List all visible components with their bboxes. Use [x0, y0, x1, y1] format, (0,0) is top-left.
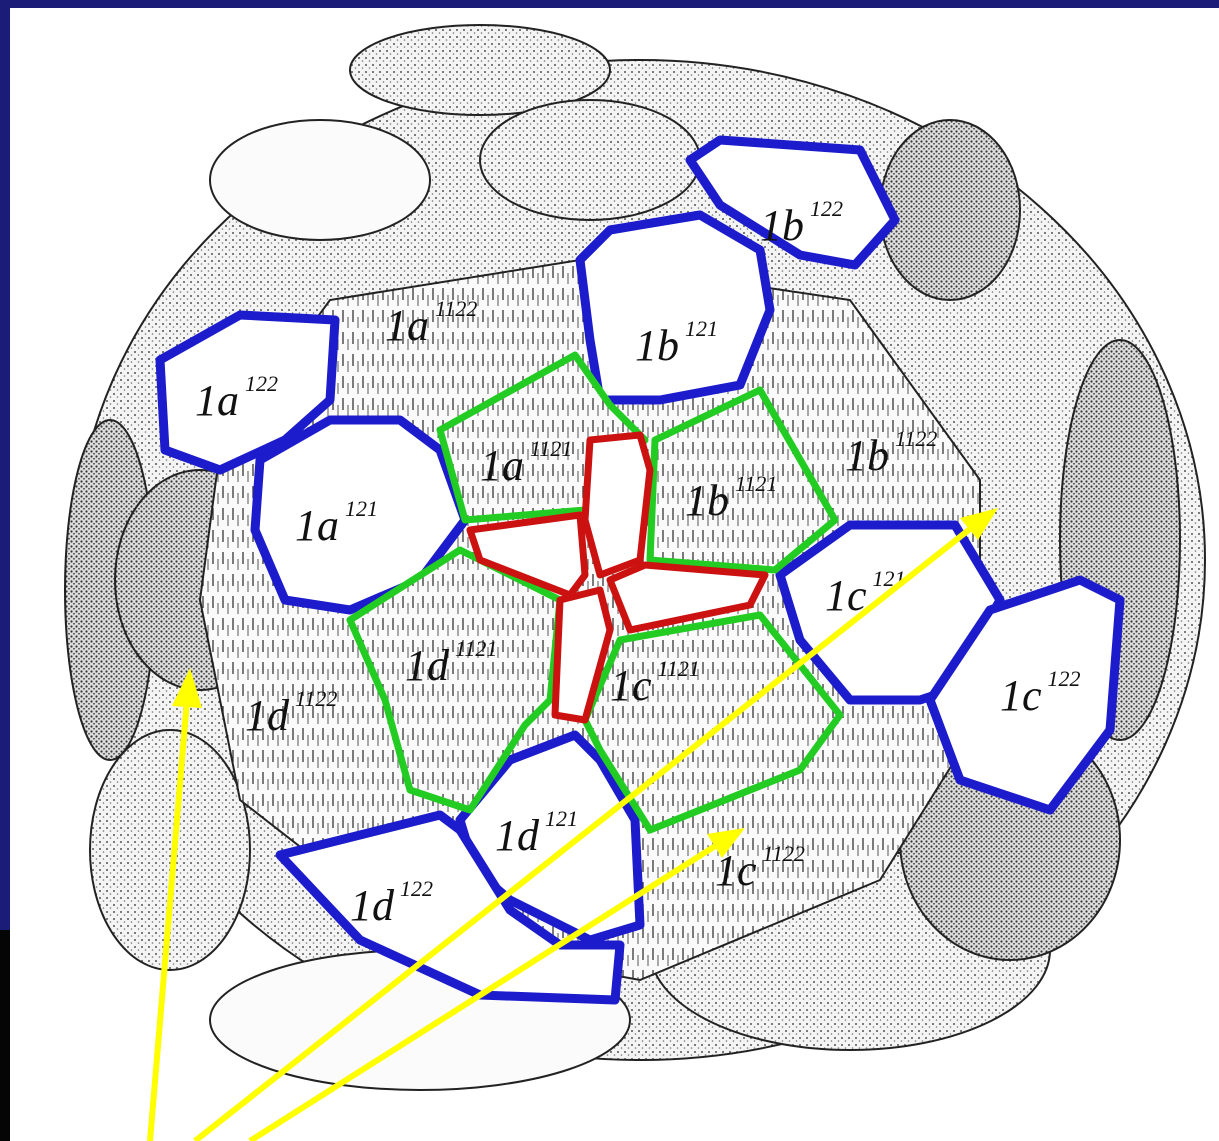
- cell-label: 1c 121: [825, 566, 906, 620]
- cell-name: 1b: [635, 321, 679, 370]
- cell-name: 1b: [760, 201, 804, 250]
- cell-name: 1c: [610, 661, 652, 710]
- cell-index: 121: [545, 806, 578, 831]
- cell-name: 1d: [405, 641, 450, 690]
- cell-name: 1d: [495, 811, 540, 860]
- cell-index: 1121: [455, 636, 497, 661]
- cell-label: 1b 121: [635, 316, 718, 370]
- cell-name: 1a: [195, 376, 239, 425]
- cell-label: 1b 122: [760, 196, 843, 250]
- cell-label: 1a 122: [195, 371, 278, 425]
- cell-index: 1122: [295, 686, 337, 711]
- cell-index: 121: [685, 316, 718, 341]
- cell-name: 1d: [350, 881, 395, 930]
- cell-index: 121: [345, 496, 378, 521]
- cell-label: 1d 1121: [405, 636, 497, 690]
- cell-name: 1a: [295, 501, 339, 550]
- cell-label: 1a 1121: [480, 436, 572, 490]
- cell-name: 1b: [685, 476, 729, 525]
- cell-name: 1a: [385, 301, 429, 350]
- cell-label: 1d 122: [350, 876, 433, 930]
- blue-cells: [155, 135, 1125, 1005]
- arrows: [147, 508, 998, 1141]
- cell-index: 122: [400, 876, 433, 901]
- cell-index: 1121: [735, 471, 777, 496]
- cell-label: 1d 1122: [245, 686, 337, 740]
- cell-name: 1a: [480, 441, 524, 490]
- cell-index: 1122: [435, 296, 477, 321]
- cell-label: 1a 121: [295, 496, 378, 550]
- cell-index: 122: [810, 196, 843, 221]
- cell-label: 1c 1121: [610, 656, 700, 710]
- cell-index: 122: [1048, 666, 1081, 691]
- cell-label: 1c 122: [1000, 666, 1081, 720]
- cell-index: 1121: [658, 656, 700, 681]
- red-cells: [466, 431, 769, 724]
- cell-name: 1c: [1000, 671, 1042, 720]
- cell-name: 1d: [245, 691, 290, 740]
- cell-index: 1121: [530, 436, 572, 461]
- cell-index: 1122: [895, 426, 937, 451]
- cell-label: 1b 1122: [845, 426, 937, 480]
- cell-index: 122: [245, 371, 278, 396]
- frame-corner: [0, 930, 10, 1141]
- cell-label: 1d 121: [495, 806, 578, 860]
- cell-label: 1b 1121: [685, 471, 777, 525]
- cell-label: 1a 1122: [385, 296, 477, 350]
- cell-name: 1b: [845, 431, 889, 480]
- cell-name: 1c: [825, 571, 867, 620]
- cell-index: 1122: [763, 841, 805, 866]
